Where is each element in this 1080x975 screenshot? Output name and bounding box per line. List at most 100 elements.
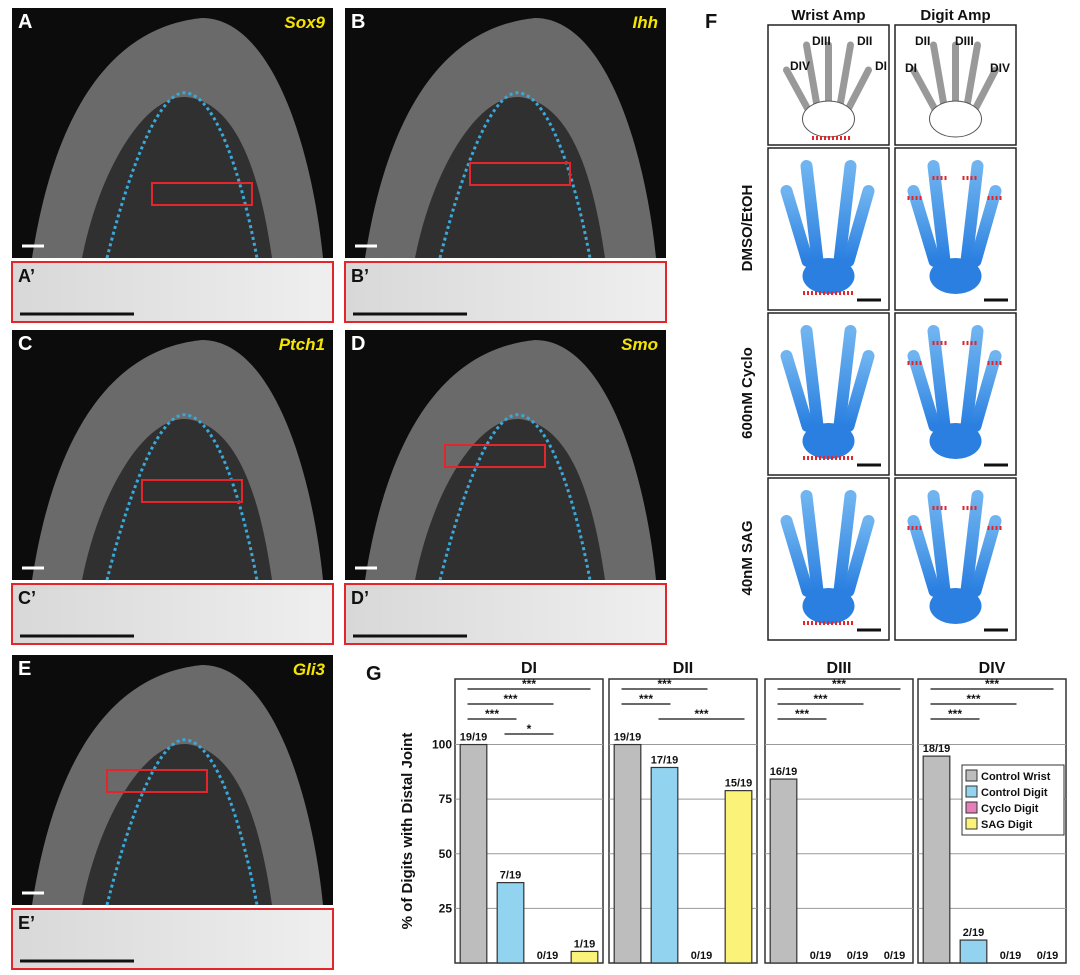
digit (783, 66, 811, 112)
inset (344, 261, 667, 323)
digit (780, 185, 814, 267)
value-label: 1/19 (574, 938, 595, 950)
digit (972, 66, 999, 112)
y-tick-label: 50 (439, 847, 453, 861)
inset (11, 583, 334, 645)
inset-letter: A’ (18, 266, 35, 286)
y-tick-label: 100 (432, 738, 452, 752)
column-label: Wrist Amp (791, 7, 865, 24)
digit (842, 185, 875, 267)
value-label: 7/19 (500, 870, 521, 882)
gene-name: Gli3 (293, 660, 326, 679)
digit-label: DIII (955, 34, 974, 48)
palm (802, 100, 855, 138)
digit (845, 66, 872, 112)
value-label: 19/19 (614, 732, 642, 744)
value-label: 2/19 (963, 927, 984, 939)
digit (960, 160, 984, 267)
significance: *** (985, 677, 999, 691)
y-tick-label: 25 (439, 901, 453, 915)
palm (929, 100, 982, 138)
core (82, 97, 272, 258)
digit (927, 160, 951, 267)
significance: *** (948, 707, 962, 721)
micrographs: A Sox9 A’ B Ihh B’ C Ptch1 C’ D Smo D’ E Gli3 E’ (11, 8, 667, 970)
panel-letter: C (18, 333, 32, 355)
palm (929, 423, 982, 459)
palm (929, 588, 982, 624)
inset-letter: D’ (351, 588, 369, 608)
y-axis-label: % of Digits with Distal Joint (399, 733, 416, 930)
value-label: 18/19 (923, 743, 951, 755)
bar (769, 778, 798, 964)
roi (444, 444, 546, 468)
panel-g: G DI 25 50 75 100 % of Digits with Distal Join… (366, 660, 1067, 964)
legend-label: Cyclo Digit (981, 803, 1039, 815)
digit-label: DIV (990, 61, 1010, 75)
value-label: 0/19 (1000, 950, 1021, 962)
bar (922, 755, 951, 964)
digit-label: DII (915, 34, 930, 48)
legend-label: Control Digit (981, 787, 1048, 799)
value-label: 0/19 (1037, 950, 1058, 962)
gene-name: Sox9 (284, 13, 325, 32)
digit (930, 41, 948, 112)
significance: * (527, 722, 532, 736)
value-label: 16/19 (770, 766, 798, 778)
digit (907, 515, 941, 597)
significance: *** (657, 677, 671, 691)
digit (800, 325, 824, 432)
bar (496, 882, 525, 964)
digit (907, 185, 941, 267)
chart-title: DII (673, 660, 693, 677)
value-label: 17/19 (651, 754, 679, 766)
digit (969, 350, 1002, 432)
digit (969, 185, 1002, 267)
gene-name: Smo (621, 335, 658, 354)
digit (927, 325, 951, 432)
significance: *** (485, 707, 499, 721)
legend-frame (961, 764, 1065, 836)
inset (11, 908, 334, 970)
roi (106, 769, 208, 793)
inset-letter: E’ (18, 913, 35, 933)
digit (969, 515, 1002, 597)
digit-label: DI (875, 59, 887, 73)
digit-label: DIII (812, 34, 831, 48)
bar (613, 743, 642, 964)
digit (833, 490, 857, 597)
digit (963, 41, 981, 112)
panel-letter: F (705, 11, 717, 33)
panel-letter: B (351, 11, 365, 33)
chart-title: DIII (827, 660, 852, 677)
roi (141, 479, 243, 503)
digit-label: DII (857, 34, 872, 48)
digit (842, 515, 875, 597)
significance: *** (503, 692, 517, 706)
value-label: 0/19 (537, 950, 558, 962)
gene-name: Ptch1 (279, 335, 325, 354)
legend-swatch (965, 769, 978, 782)
legend-label: SAG Digit (981, 819, 1033, 831)
significance: *** (832, 677, 846, 691)
panel-letter: A (18, 11, 32, 33)
significance: *** (639, 692, 653, 706)
digit (910, 66, 938, 112)
bar (570, 950, 599, 964)
digit (800, 490, 824, 597)
core (415, 97, 605, 258)
panel-letter: D (351, 333, 365, 355)
digit (800, 160, 824, 267)
legend-label: Control Wrist (981, 771, 1051, 783)
digit (960, 325, 984, 432)
digit (780, 515, 814, 597)
digit-label: DI (905, 61, 917, 75)
inset (344, 583, 667, 645)
digit (836, 41, 854, 112)
row-label: DMSO/EtOH (739, 185, 756, 272)
panel-letter: E (18, 658, 31, 680)
significance: *** (795, 707, 809, 721)
y-tick-label: 75 (439, 792, 453, 806)
value-label: 0/19 (847, 950, 868, 962)
